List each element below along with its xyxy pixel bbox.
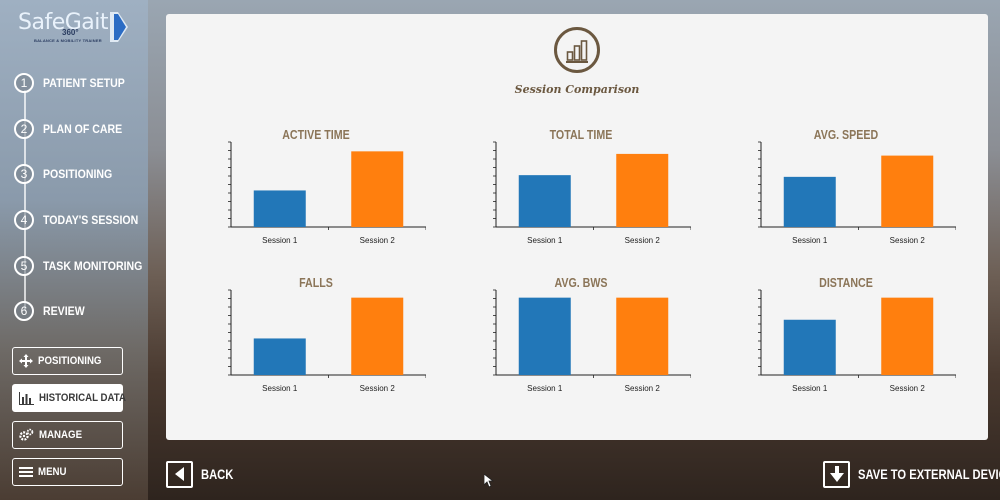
chart-plot: Session 1 Session 2 xyxy=(493,289,691,393)
step-task-monitoring[interactable]: 5 TASK MONITORING xyxy=(14,255,144,277)
bar-session-2 xyxy=(616,153,669,227)
back-button[interactable]: BACK xyxy=(166,460,241,488)
chart-plot: Session 1 Session 2 xyxy=(228,289,426,393)
sidebar: SafeGait 360° BALANCE & MOBILITY TRAINER… xyxy=(0,0,148,500)
chart-plot: Session 1 Session 2 xyxy=(228,141,426,245)
step-label: REVIEW xyxy=(43,304,85,318)
historical-data-button-label: HISTORICAL DATA xyxy=(39,392,126,404)
positioning-button[interactable]: POSITIONING xyxy=(12,347,123,375)
x-tick-label: Session 1 xyxy=(792,236,828,245)
bar-session-2 xyxy=(616,297,669,375)
step-todays-session[interactable]: 4 TODAY'S SESSION xyxy=(14,209,144,231)
step-label: TODAY'S SESSION xyxy=(43,213,139,227)
chart-plot: Session 1 Session 2 xyxy=(758,289,956,393)
bar-session-2 xyxy=(881,155,934,227)
steps-connector xyxy=(24,90,26,310)
x-tick-label: Session 2 xyxy=(890,384,926,393)
back-arrow-icon xyxy=(166,460,193,488)
x-tick-label: Session 1 xyxy=(527,384,563,393)
positioning-button-label: POSITIONING xyxy=(38,355,102,367)
bar-session-1 xyxy=(253,190,306,227)
gears-icon xyxy=(19,428,34,441)
step-number: 1 xyxy=(14,73,34,93)
chevron-logo-icon xyxy=(110,12,128,42)
chart-title: FALLS xyxy=(299,275,333,290)
step-number: 4 xyxy=(14,210,34,230)
bar-chart-circle-icon xyxy=(554,27,600,73)
brand-name: SafeGait xyxy=(18,10,109,35)
bar-session-1 xyxy=(783,176,836,227)
step-label: POSITIONING xyxy=(43,167,113,181)
chart-title: DISTANCE xyxy=(819,275,873,290)
step-patient-setup[interactable]: 1 PATIENT SETUP xyxy=(14,72,144,94)
x-tick-label: Session 1 xyxy=(527,236,563,245)
page-title: Session Comparison xyxy=(514,83,640,96)
x-tick-label: Session 2 xyxy=(890,236,926,245)
bar-session-1 xyxy=(783,319,836,375)
chart-active-time: ACTIVE TIME Session 1 Session 2 xyxy=(206,127,426,257)
chart-distance: DISTANCE Session 1 Session 2 xyxy=(736,275,956,405)
x-tick-label: Session 1 xyxy=(792,384,828,393)
step-number: 3 xyxy=(14,164,34,184)
chart-title: ACTIVE TIME xyxy=(282,127,350,142)
save-button-label: SAVE TO EXTERNAL DEVICE xyxy=(858,466,1000,482)
chart-title: AVG. SPEED xyxy=(813,127,879,142)
safegait-logo: SafeGait 360° BALANCE & MOBILITY TRAINER xyxy=(18,10,128,50)
historical-data-button[interactable]: HISTORICAL DATA xyxy=(12,384,126,412)
chart-plot: Session 1 Session 2 xyxy=(758,141,956,245)
step-number: 6 xyxy=(14,301,34,321)
hamburger-icon xyxy=(19,467,33,477)
x-tick-label: Session 2 xyxy=(360,236,396,245)
bar-chart-icon xyxy=(19,391,34,405)
back-button-label: BACK xyxy=(201,466,234,482)
step-label: PATIENT SETUP xyxy=(43,76,125,90)
chart-title: TOTAL TIME xyxy=(549,127,613,142)
bar-session-2 xyxy=(881,297,934,375)
x-tick-label: Session 1 xyxy=(262,236,298,245)
chart-plot: Session 1 Session 2 xyxy=(493,141,691,245)
manage-button-label: MANAGE xyxy=(39,429,83,441)
move-arrows-icon xyxy=(19,354,33,368)
step-label: TASK MONITORING xyxy=(43,259,143,273)
brand-tagline: BALANCE & MOBILITY TRAINER xyxy=(34,38,102,43)
chart-falls: FALLS Session 1 Session 2 xyxy=(206,275,426,405)
chart-avg-bws: AVG. BWS Session 1 Session 2 xyxy=(471,275,691,405)
mouse-cursor-icon xyxy=(484,474,494,488)
x-tick-label: Session 2 xyxy=(625,236,661,245)
menu-button-label: MENU xyxy=(38,466,67,478)
bar-session-1 xyxy=(518,297,571,375)
chart-avg-speed: AVG. SPEED Session 1 Session 2 xyxy=(736,127,956,257)
step-number: 2 xyxy=(14,119,34,139)
brand-version: 360° xyxy=(62,28,79,37)
step-label: PLAN OF CARE xyxy=(43,122,123,136)
step-plan-of-care[interactable]: 2 PLAN OF CARE xyxy=(14,118,144,140)
download-arrow-icon xyxy=(823,460,850,488)
chart-total-time: TOTAL TIME Session 1 Session 2 xyxy=(471,127,691,257)
step-number: 5 xyxy=(14,256,34,276)
x-tick-label: Session 2 xyxy=(360,384,396,393)
x-tick-label: Session 1 xyxy=(262,384,298,393)
manage-button[interactable]: MANAGE xyxy=(12,421,123,449)
chart-title: AVG. BWS xyxy=(554,275,608,290)
step-positioning[interactable]: 3 POSITIONING xyxy=(14,163,144,185)
menu-button[interactable]: MENU xyxy=(12,458,123,486)
session-comparison-panel: Session Comparison ACTIVE TIME Session 1… xyxy=(166,14,988,440)
bar-session-2 xyxy=(351,297,404,375)
step-review[interactable]: 6 REVIEW xyxy=(14,300,144,322)
bar-session-1 xyxy=(518,175,571,227)
bar-session-2 xyxy=(351,151,404,227)
x-tick-label: Session 2 xyxy=(625,384,661,393)
save-to-external-device-button[interactable]: SAVE TO EXTERNAL DEVICE xyxy=(823,460,1000,488)
bar-session-1 xyxy=(253,338,306,375)
